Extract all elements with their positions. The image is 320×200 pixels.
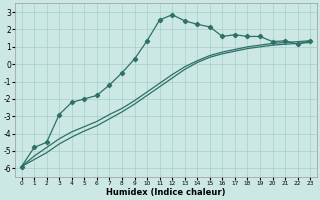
X-axis label: Humidex (Indice chaleur): Humidex (Indice chaleur) [106,188,226,197]
